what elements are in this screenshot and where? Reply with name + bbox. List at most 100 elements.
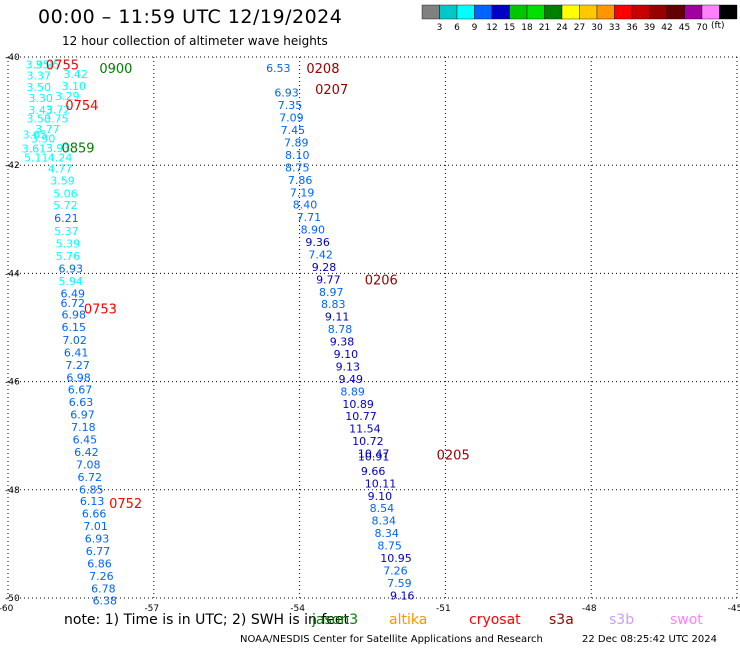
data-point-label: 7.18: [71, 421, 96, 434]
time-label: 0753: [84, 303, 117, 318]
data-point-label: 5.39: [56, 238, 81, 251]
data-point-label: 6.98: [66, 371, 91, 384]
y-tick-label: -46: [5, 378, 20, 388]
data-point-label: 9.36: [305, 236, 330, 249]
data-point-label: 10.91: [358, 450, 390, 463]
legend-label: 21: [539, 23, 550, 33]
data-point-label: 8.10: [285, 149, 310, 162]
data-point-label: 9.10: [334, 348, 359, 361]
data-point-label: 3.61: [22, 142, 47, 155]
data-point-label: 8.90: [301, 224, 326, 237]
data-point-label: 5.76: [56, 250, 81, 263]
data-point-label: 6.63: [69, 396, 94, 409]
data-point-label: 6.77: [86, 545, 111, 558]
data-point-label: 7.42: [308, 248, 333, 261]
data-point-label: 6.93: [85, 532, 110, 545]
legend-swatch: [421, 4, 440, 20]
legend-swatch: [684, 4, 703, 20]
data-point-label: 8.54: [370, 502, 395, 515]
data-point-label: 7.89: [284, 136, 309, 149]
data-point-label: 10.95: [380, 552, 412, 565]
data-point-label: 5.94: [59, 275, 84, 288]
legend-swatch: [561, 4, 580, 20]
data-point-label: 6.41: [64, 346, 89, 359]
data-point-label: 3.75: [44, 113, 69, 126]
data-point-label: 7.09: [279, 112, 304, 125]
data-point-label: 3.10: [61, 80, 86, 93]
time-label: 0752: [109, 497, 142, 512]
legend-label: 24: [556, 23, 568, 33]
data-point-label: 3.50: [26, 81, 51, 94]
legend-swatch: [544, 4, 563, 20]
data-point-label: 7.19: [290, 186, 315, 199]
data-point-label: 10.47: [358, 448, 390, 461]
data-point-label: 3.42: [63, 68, 88, 81]
data-point-label: 6.42: [74, 446, 99, 459]
legend-swatch: [491, 4, 510, 20]
legend-swatch: [701, 4, 720, 20]
color-legend: 3 6 9 12 15 18 21 24 27 30 33 36 39 42 45 70: [421, 4, 738, 33]
data-point-label: 6.15: [61, 321, 86, 334]
legend-swatch: [474, 4, 493, 20]
x-tick-label: -54: [290, 604, 305, 614]
x-tick-label: -48: [582, 604, 597, 614]
time-label: 0207: [315, 83, 348, 98]
legend-swatch: [439, 4, 458, 20]
satellite-label-cryosat: cryosat: [469, 612, 521, 628]
y-tick-label: -44: [5, 269, 20, 279]
legend-swatch: [649, 4, 668, 20]
time-label: 0900: [99, 62, 132, 77]
data-point-label: 8.40: [293, 199, 318, 212]
legend-label: 42: [661, 23, 672, 33]
data-point-label: 7.35: [278, 99, 303, 112]
satellite-label-swot: swot: [670, 612, 703, 628]
data-point-label: 8.34: [374, 527, 399, 540]
satellite-label-jason3: jason3: [312, 612, 359, 628]
legend-label: 27: [574, 23, 585, 33]
data-point-label: 3.77: [35, 123, 60, 136]
data-point-label: 7.27: [65, 359, 90, 372]
data-point-label: 6.66: [82, 508, 107, 521]
data-point-label: 3.59: [50, 174, 74, 187]
chart-marks: 3.953.953.37 3.423.10 3.50 3.293.303.433.72…: [22, 59, 470, 608]
time-label: 0205: [437, 449, 470, 464]
data-point-label: 7.59: [387, 577, 412, 590]
data-point-label: 6.78: [91, 582, 116, 595]
data-point-label: 6.45: [73, 433, 98, 446]
data-point-label: 7.08: [76, 458, 101, 471]
data-point-label: 9.16: [390, 589, 415, 602]
data-point-label: 6.21: [54, 212, 79, 225]
legend-swatch: [614, 4, 633, 20]
legend-label: 33: [609, 23, 620, 33]
legend-swatch: [666, 4, 685, 20]
data-point-label: 10.89: [342, 398, 374, 411]
legend-label: 45: [679, 23, 690, 33]
time-label: 0206: [365, 273, 398, 288]
legend-label: 39: [644, 23, 656, 33]
data-point-label: 10.11: [365, 477, 397, 490]
legend-label: 30: [591, 23, 603, 33]
x-tick-label: -57: [144, 604, 159, 614]
data-point-label: 4.24: [48, 152, 73, 165]
data-point-label: 6.86: [87, 557, 112, 570]
y-tick-label: -48: [5, 486, 20, 496]
legend-label: 12: [486, 23, 497, 33]
satellite-label-s3a: s3a: [549, 612, 574, 628]
data-point-label: 3.95: [35, 59, 60, 72]
data-point-label: 3.29: [55, 90, 80, 103]
y-tick-label: -50: [5, 594, 20, 604]
data-point-label: 9.13: [336, 360, 361, 373]
data-point-label: 8.78: [328, 323, 353, 336]
legend-label: 70: [696, 23, 708, 33]
y-tick-label: -42: [5, 161, 20, 171]
legend-swatch: [509, 4, 528, 20]
data-point-label: 3.65: [23, 128, 48, 141]
data-point-label: 6.72: [60, 297, 85, 310]
legend-swatch: [596, 4, 615, 20]
time-label: 0754: [65, 99, 98, 114]
data-point-label: 7.26: [383, 564, 408, 577]
data-point-label: 5.06: [53, 187, 78, 200]
legend-unit: (ft): [711, 21, 725, 31]
data-point-label: 9.66: [361, 465, 386, 478]
data-point-label: 7.45: [281, 124, 306, 137]
